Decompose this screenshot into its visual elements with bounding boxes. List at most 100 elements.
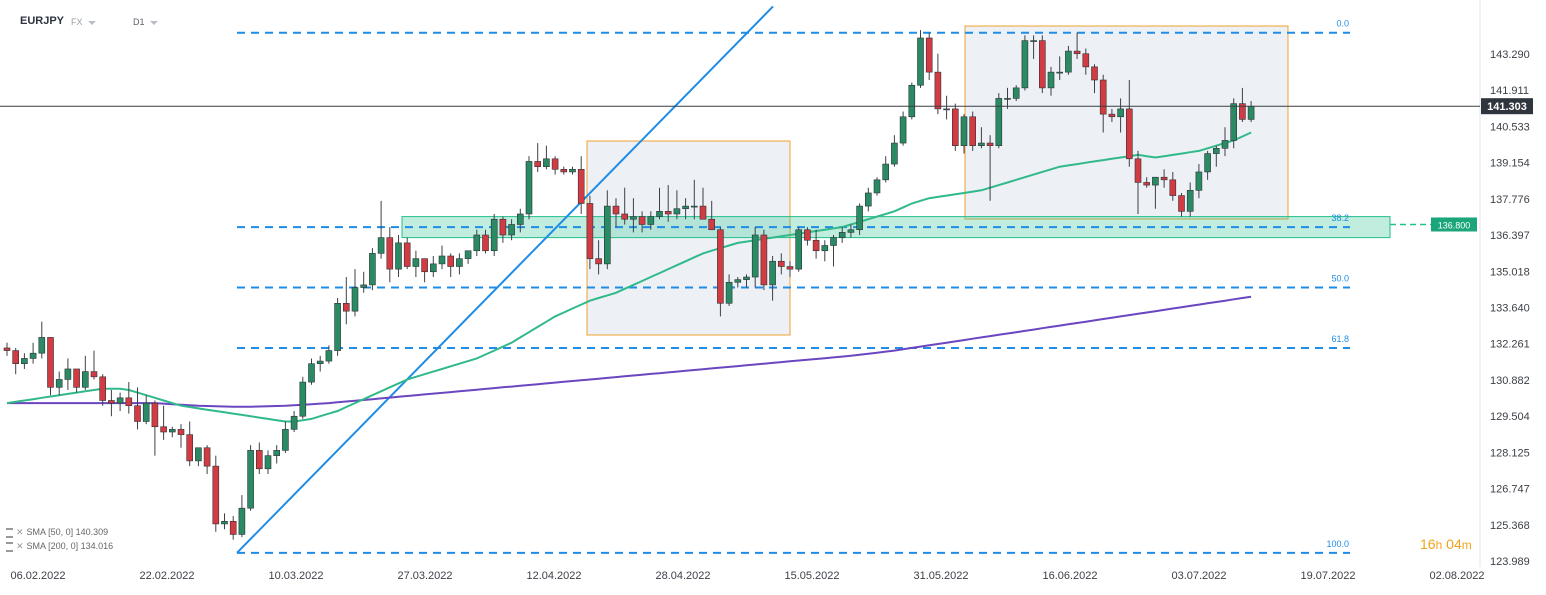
candle-body: [1117, 108, 1124, 118]
candle-body: [934, 71, 942, 110]
candle-body: [421, 258, 428, 273]
y-tick-label: 128.125: [1490, 447, 1530, 459]
candle-body: [490, 218, 498, 252]
candle-body: [743, 276, 750, 280]
candle-body: [856, 205, 863, 231]
candle-body: [1178, 195, 1185, 212]
candle-body: [812, 239, 820, 252]
candle-body: [569, 169, 576, 173]
candle-body: [978, 142, 985, 146]
candle-body: [195, 447, 202, 462]
symbol-label[interactable]: EURJPY: [20, 15, 65, 27]
candle-body: [725, 281, 733, 304]
candle-body: [99, 376, 106, 401]
candle-body: [664, 211, 672, 215]
y-tick-label: 135.018: [1490, 266, 1530, 278]
legend-sma50-value: 140.309: [75, 527, 109, 537]
candle-body: [891, 142, 898, 165]
candle-body: [229, 521, 237, 535]
y-tick-label: 143.290: [1490, 49, 1530, 61]
legend-sma200-label: SMA: [26, 541, 46, 551]
last-price-badge: [1481, 98, 1533, 115]
sma50-line: [6, 131, 1252, 423]
y-tick-label: 141.911: [1490, 85, 1529, 97]
candle-body: [108, 400, 115, 404]
candle-body: [142, 402, 150, 422]
candle-body: [656, 211, 663, 217]
legend-sma200-params: [200, 0]: [48, 541, 79, 551]
candle-body: [864, 192, 872, 207]
candle-body: [1160, 176, 1168, 181]
countdown-minutes-unit: m: [1461, 538, 1472, 552]
candle-body: [777, 260, 785, 267]
candle-body: [1239, 103, 1246, 120]
candle-body: [403, 242, 411, 267]
candle-body: [308, 363, 315, 383]
candle-body: [951, 108, 959, 146]
candle-body: [151, 402, 159, 428]
candle-body: [186, 434, 193, 462]
legend-sma50[interactable]: ✕ SMA [50, 0] 140.309: [6, 527, 108, 538]
candle-body: [630, 216, 637, 220]
candle-body: [603, 205, 611, 265]
menu-icon[interactable]: [6, 541, 13, 552]
candle-body: [169, 429, 176, 433]
candle-body: [73, 368, 80, 388]
candle-body: [673, 208, 681, 215]
close-icon[interactable]: ✕: [16, 527, 24, 537]
candle-body: [717, 229, 724, 304]
y-tick-label: 125.368: [1490, 520, 1530, 532]
candle-body: [1213, 148, 1220, 154]
candle-body: [334, 302, 341, 351]
market-selector[interactable]: FX: [71, 17, 96, 27]
sma200-line: [7, 295, 1252, 408]
y-tick-label: 129.504: [1490, 411, 1530, 423]
candle-body: [499, 218, 507, 236]
candle-body: [534, 161, 542, 167]
market-label: FX: [71, 17, 83, 27]
candle-body: [882, 163, 890, 181]
candle-body: [360, 284, 368, 288]
candle-body: [464, 250, 472, 259]
candle-body: [316, 360, 324, 365]
fib-level-label: 50.0: [1331, 274, 1349, 284]
candle-body: [55, 379, 63, 388]
legend-sma50-label: SMA: [26, 527, 46, 537]
x-tick-label: 10.03.2022: [268, 570, 323, 582]
chevron-down-icon: [87, 20, 96, 25]
candle-body: [160, 426, 167, 433]
candle-body: [1021, 40, 1029, 89]
candle-body: [751, 234, 759, 278]
legend-sma200-value: 134.016: [80, 541, 114, 551]
fib-level-label: 100.0: [1326, 539, 1349, 549]
y-tick-label: 136.397: [1490, 230, 1530, 242]
candle-body: [516, 213, 524, 225]
y-tick-label: 137.776: [1490, 194, 1530, 206]
candle-body: [551, 158, 559, 170]
candle-body: [1230, 103, 1237, 141]
candle-body: [1186, 190, 1194, 212]
candle-body: [986, 142, 994, 146]
candle-body: [438, 255, 446, 265]
fib-level-label: 61.8: [1331, 334, 1349, 344]
candle-body: [543, 158, 550, 167]
candle-body: [1030, 40, 1037, 42]
y-tick-label: 123.989: [1490, 556, 1530, 568]
candle-body: [369, 253, 376, 286]
candle-body: [203, 447, 211, 467]
candle-body: [804, 229, 811, 241]
candle-body: [395, 242, 402, 270]
timeframe-selector[interactable]: D1: [133, 17, 158, 27]
x-tick-label: 03.07.2022: [1171, 570, 1226, 582]
candle-body: [386, 237, 394, 270]
candle-body: [1073, 50, 1081, 55]
y-tick-label: 140.533: [1490, 121, 1530, 133]
candle-body: [577, 169, 585, 204]
legend-sma200[interactable]: ✕ SMA [200, 0] 134.016: [6, 541, 113, 552]
close-icon[interactable]: ✕: [16, 541, 24, 551]
menu-icon[interactable]: [6, 527, 13, 538]
candle-body: [273, 450, 281, 456]
candle-body: [299, 381, 307, 417]
